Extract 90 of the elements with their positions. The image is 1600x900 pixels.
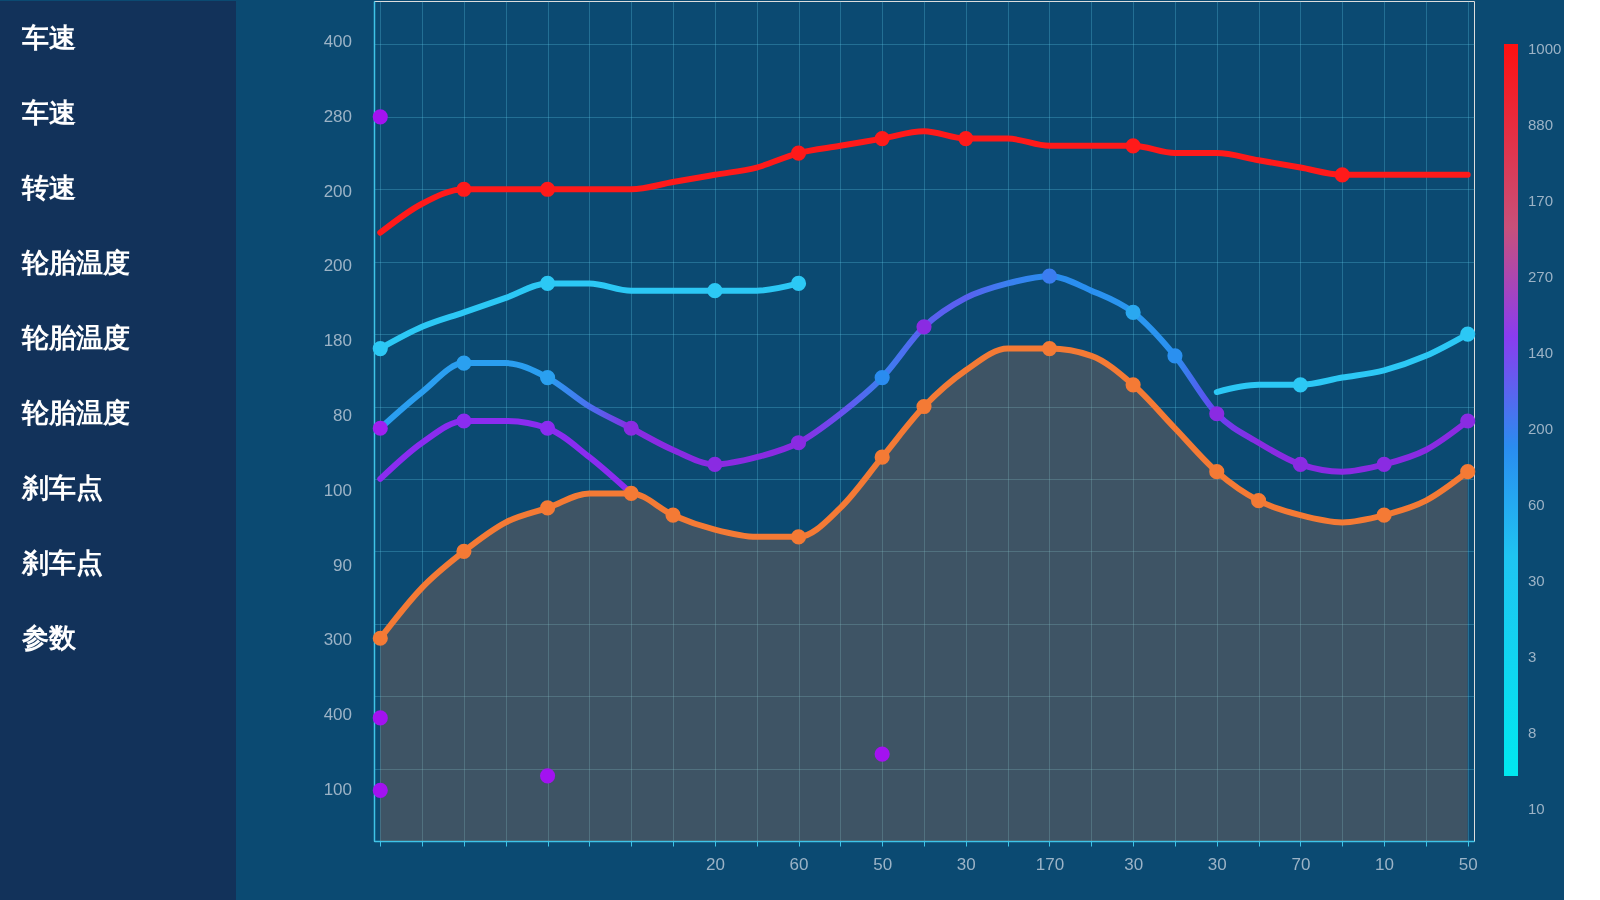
text: 270 [1528,268,1554,285]
point [623,420,639,436]
point [916,398,932,415]
point [874,746,890,762]
point [456,181,472,197]
point [1041,268,1058,284]
point [1251,493,1267,509]
text: 轮胎温度 [21,246,130,278]
text: 80 [333,406,352,425]
point [372,341,388,357]
point [539,420,556,436]
point [539,369,556,386]
text: 200 [1528,420,1554,437]
point [707,456,723,473]
point [1125,377,1141,393]
text: 100 [323,780,352,799]
x-tick-label: 30 [1124,854,1144,874]
point [539,275,556,291]
point [790,435,807,451]
text: 880 [1528,116,1554,133]
point [456,355,472,371]
point [372,420,388,436]
point [372,710,388,726]
point [372,109,388,125]
text: 200 [323,256,352,276]
text: 300 [323,630,352,650]
point [1209,464,1225,480]
text: 30 [1528,572,1545,589]
point [1460,464,1476,480]
point [1041,341,1058,357]
point [539,500,556,516]
point [707,283,723,299]
point [958,131,974,147]
point [1460,326,1476,342]
point [372,630,388,646]
text: 10 [1528,800,1545,817]
text: 参数 [21,621,77,653]
point [1167,348,1183,364]
text: 车速 [21,96,76,128]
x-tick-label: 170 [1035,854,1065,874]
point [790,529,807,545]
point [456,413,472,429]
text: 转速 [21,171,76,203]
point [790,145,807,161]
text: 280 [323,106,352,126]
text: 200 [323,181,352,201]
x-tick-label: 60 [789,854,809,874]
text: 刹车点 [21,546,103,578]
x-tick-label: 20 [705,854,725,874]
point [1376,456,1392,473]
x-tick-label: 30 [956,854,976,874]
point [1125,138,1141,154]
text: 8 [1528,724,1537,741]
point [1209,406,1225,422]
text: 60 [1528,496,1545,513]
text: 90 [333,555,352,575]
point [874,369,890,386]
text: 轮胎温度 [21,396,130,428]
x-tick-label: 50 [1458,854,1478,874]
x-tick-label: 50 [873,854,893,874]
text: 180 [323,331,352,351]
x-tick-label: 10 [1375,854,1395,874]
point [372,782,388,798]
text: 400 [323,32,352,51]
point [874,131,890,147]
text: 3 [1528,648,1537,665]
text: 100 [323,480,352,500]
point [665,507,681,523]
text: 140 [1528,344,1554,361]
point [874,449,890,465]
x-tick-label: 30 [1207,854,1227,874]
point [456,543,472,559]
text: 170 [1528,192,1554,209]
point [1460,413,1476,429]
point [916,319,932,335]
text: 刹车点 [21,471,103,503]
point [1292,377,1309,393]
text: 1000 [1528,40,1562,57]
text: 车速 [21,21,76,53]
point [1292,456,1309,473]
point [1334,167,1350,183]
text: 400 [323,705,352,725]
point [790,275,807,291]
point [539,181,556,197]
text: 轮胎温度 [21,321,130,353]
point [539,768,556,784]
point [1125,304,1141,320]
x-tick-label: 70 [1291,854,1311,874]
point [1376,507,1392,523]
point [623,485,639,501]
